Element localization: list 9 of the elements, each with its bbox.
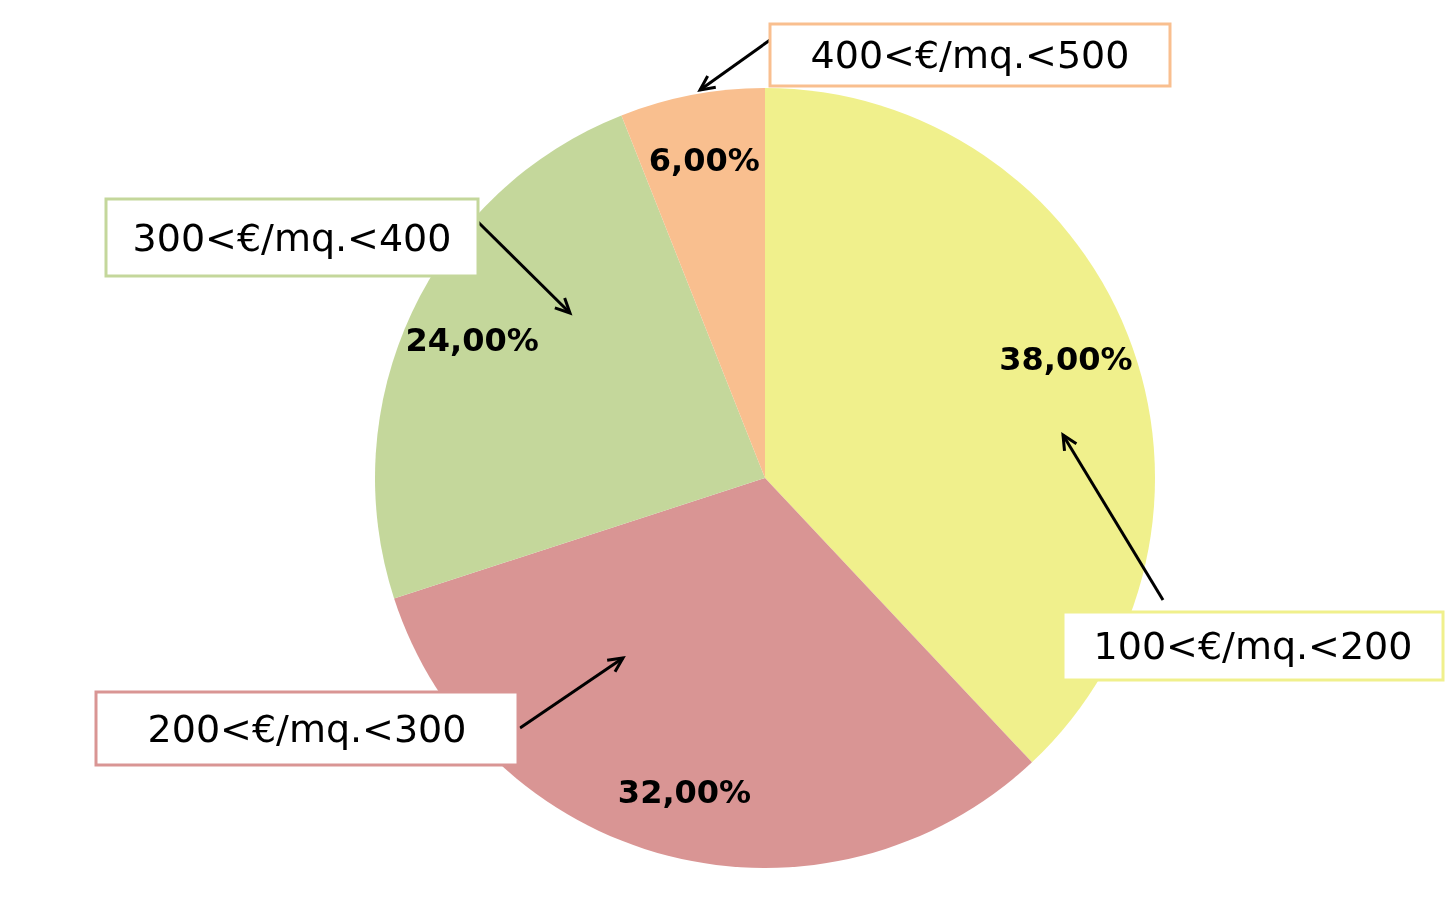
slice-label: 400<€/mq.<500 [810, 33, 1130, 77]
pie-slice [621, 88, 765, 478]
slice-label: 100<€/mq.<200 [1093, 624, 1413, 668]
data-label: 6,00% [648, 141, 760, 180]
data-label: 32,00% [617, 772, 752, 811]
data-label: 24,00% [405, 321, 539, 360]
slice-label: 300<€/mq.<400 [132, 215, 452, 260]
slice-label: 200<€/mq.<300 [147, 706, 467, 751]
data-label: 38,00% [999, 339, 1133, 378]
